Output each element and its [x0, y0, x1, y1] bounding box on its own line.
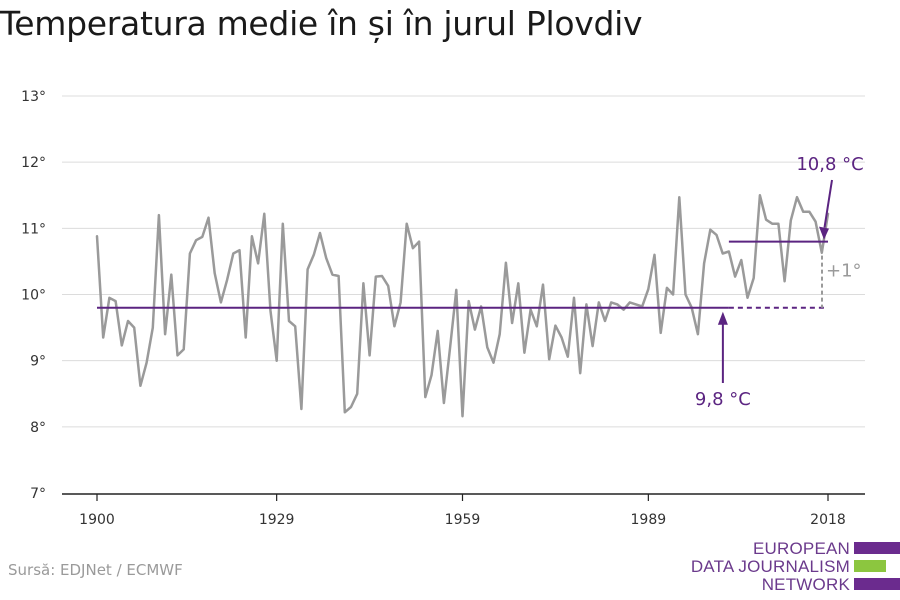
difference-label: +1° [826, 261, 862, 282]
y-tick-label-11: 11° [21, 221, 46, 237]
y-tick-label-13: 13° [21, 89, 46, 105]
chart-title: Temperatura medie în și în jurul Plovdiv [0, 4, 643, 43]
logo-bar-green [854, 560, 886, 572]
edjnet-logo: EUROPEAN DATA JOURNALISM NETWORK [691, 537, 900, 597]
logo-line-network: NETWORK [761, 575, 850, 594]
annotations: +1° 9,8 °C 10,8 °C [97, 154, 864, 410]
baseline-label: 9,8 °C [695, 389, 751, 410]
series-group [95, 194, 830, 418]
series-line-0 [95, 194, 830, 418]
x-tick-label-1900: 1900 [79, 512, 115, 528]
y-tick-label-9: 9° [30, 354, 46, 370]
logo-bar-purple-top [854, 542, 900, 554]
logo-bar-purple-bottom [854, 578, 900, 590]
recent-mean-label: 10,8 °C [796, 154, 863, 175]
y-axis-ticks: 7° 8° 9° 10° 11° 12° 13° [21, 89, 46, 502]
logo-line-data-journalism: DATA JOURNALISM [690, 557, 850, 576]
recent-mean-pointer [823, 179, 833, 228]
y-tick-label-12: 12° [21, 155, 46, 171]
x-tick-label-2018: 2018 [810, 512, 846, 528]
x-axis: 1900 1929 1959 1989 2018 [62, 493, 865, 528]
logo-line-european: EUROPEAN [752, 539, 850, 558]
x-tick-label-1959: 1959 [445, 512, 481, 528]
source-note: Sursă: EDJNet / ECMWF [8, 561, 183, 579]
baseline-arrowhead [717, 311, 728, 325]
gridlines [62, 95, 865, 428]
recent-mean-arrowhead [819, 226, 829, 240]
x-tick-label-1929: 1929 [259, 512, 295, 528]
y-tick-label-10: 10° [21, 288, 46, 304]
x-tick-label-1989: 1989 [631, 512, 667, 528]
y-tick-label-8: 8° [30, 420, 46, 436]
y-tick-label-7: 7° [30, 486, 46, 502]
